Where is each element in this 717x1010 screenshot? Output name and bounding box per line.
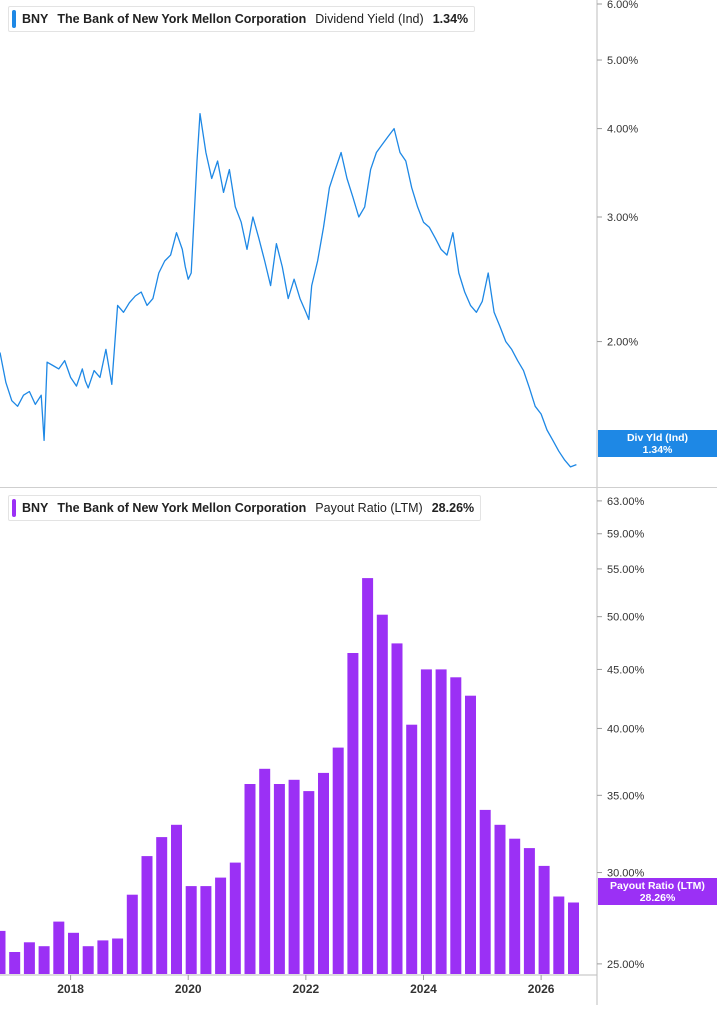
dividend-yield-plot: [0, 112, 577, 468]
payout-ratio-bar: [97, 940, 109, 974]
x-tick-label: 2026: [528, 982, 555, 996]
payout-ratio-bar: [53, 921, 65, 974]
dividend-yield-line: [0, 112, 577, 468]
y-tick-label: 50.00%: [607, 612, 645, 624]
payout-ratio-bar: [538, 865, 550, 974]
payout-ratio-bar: [0, 930, 6, 974]
payout-ratio-bar: [479, 809, 491, 974]
payout-ratio-bar: [112, 938, 124, 974]
payout-ratio-bar: [406, 724, 418, 974]
x-tick-label: 2022: [293, 982, 320, 996]
legend-value: 28.26%: [431, 501, 475, 515]
payout-ratio-bar: [303, 791, 315, 974]
y-tick-label: 6.00%: [607, 0, 638, 11]
payout-ratio-bar: [156, 837, 168, 974]
tag-value: 28.26%: [639, 892, 676, 904]
legend-company: The Bank of New York Mellon Corporation: [57, 12, 307, 26]
legend-metric: Payout Ratio (LTM): [315, 501, 423, 515]
y-tick-label: 59.00%: [607, 529, 645, 541]
y-tick-label: 45.00%: [607, 664, 645, 676]
payout-ratio-bar: [259, 768, 271, 974]
payout-ratio-bar: [347, 653, 359, 974]
payout-ratio-bar: [288, 779, 300, 974]
payout-ratio-bar: [332, 747, 344, 974]
payout-ratio-legend: BNY The Bank of New York Mellon Corporat…: [8, 495, 482, 521]
payout-ratio-bar: [23, 942, 35, 974]
payout-ratio-bar: [200, 886, 212, 974]
payout-ratio-bar: [9, 952, 21, 974]
legend-ticker: BNY: [22, 501, 49, 515]
payout-ratio-bar: [376, 614, 388, 974]
payout-ratio-bar: [523, 848, 535, 974]
x-tick-label: 2020: [175, 982, 202, 996]
payout-ratio-bar: [465, 695, 476, 974]
payout-ratio-bar: [494, 824, 506, 974]
y-tick-label: 40.00%: [607, 723, 645, 735]
payout-ratio-bar: [82, 946, 94, 974]
payout-ratio-bar: [215, 877, 227, 974]
y-tick-label: 25.00%: [607, 959, 645, 971]
legend-ticker: BNY: [22, 12, 49, 26]
payout-ratio-bar: [420, 669, 432, 974]
payout-ratio-bar: [509, 838, 521, 974]
y-tick-label: 2.00%: [607, 337, 638, 349]
legend-metric: Dividend Yield (Ind): [315, 12, 424, 26]
payout-ratio-bar: [229, 862, 241, 974]
tag-label: Payout Ratio (LTM): [610, 880, 705, 892]
x-tick-label: 2018: [57, 982, 84, 996]
y-tick-label: 63.00%: [607, 496, 645, 508]
payout-ratio-bar: [38, 946, 50, 974]
payout-ratio-plot: [0, 578, 579, 974]
payout-ratio-bar: [185, 886, 197, 974]
payout-ratio-bar: [553, 896, 565, 974]
payout-ratio-bar: [273, 784, 285, 974]
y-tick-label: 3.00%: [607, 212, 638, 224]
legend-value: 1.34%: [432, 12, 469, 26]
legend-company: The Bank of New York Mellon Corporation: [57, 501, 307, 515]
payout-ratio-bar: [244, 784, 256, 974]
payout-ratio-bar: [391, 643, 403, 974]
y-tick-label: 55.00%: [607, 564, 645, 576]
legend-swatch: [12, 499, 16, 517]
payout-ratio-bar: [68, 932, 79, 974]
y-tick-label: 35.00%: [607, 790, 645, 802]
payout-ratio-bar: [126, 894, 138, 974]
dividend-yield-legend: BNY The Bank of New York Mellon Corporat…: [8, 6, 476, 32]
dividend-yield-value-tag: Div Yld (Ind) 1.34%: [598, 430, 717, 457]
tag-label: Div Yld (Ind): [626, 432, 689, 444]
payout-ratio-bar: [141, 856, 153, 974]
y-tick-label: 5.00%: [607, 55, 638, 67]
payout-ratio-value-tag: Payout Ratio (LTM) 28.26%: [598, 878, 717, 905]
payout-ratio-bar: [435, 669, 447, 974]
payout-ratio-bar: [362, 578, 374, 974]
y-tick-label: 4.00%: [607, 124, 638, 136]
payout-ratio-bar: [318, 772, 329, 974]
tag-value: 1.34%: [642, 444, 673, 456]
payout-ratio-bar: [568, 902, 579, 974]
legend-swatch: [12, 10, 16, 28]
x-tick-label: 2024: [410, 982, 437, 996]
payout-ratio-bar: [450, 677, 462, 974]
payout-ratio-bar: [171, 824, 182, 974]
y-tick-label: 30.00%: [607, 868, 645, 880]
